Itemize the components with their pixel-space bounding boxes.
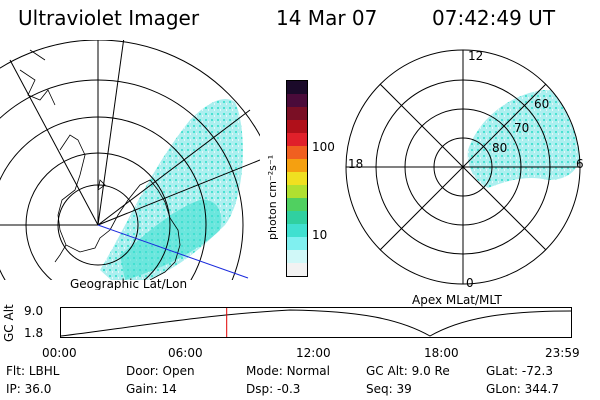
mag-panel-caption: Apex MLat/MLT bbox=[412, 293, 502, 307]
colorbar-swatch bbox=[287, 81, 307, 94]
geo-panel-caption: Geographic Lat/Lon bbox=[70, 277, 187, 290]
date-label: 14 Mar 07 bbox=[276, 6, 378, 30]
colorbar-swatch bbox=[287, 250, 307, 263]
longitude-grid bbox=[0, 40, 260, 226]
mlat-label-80: 80 bbox=[492, 141, 507, 155]
mlat-label-60: 60 bbox=[534, 97, 549, 111]
colorbar-swatch bbox=[287, 263, 307, 276]
status-dsp: Dsp: -0.3 bbox=[246, 382, 301, 396]
timeline-x-tick-0: 00:00 bbox=[42, 346, 77, 360]
altitude-curve bbox=[60, 309, 572, 337]
mlt-label-6: 6 bbox=[576, 157, 584, 171]
status-door: Door: Open bbox=[126, 364, 195, 378]
colorbar-unit-label: photon cm⁻²s⁻¹ bbox=[266, 154, 279, 240]
magnetic-polar-panel: 12 18 6 0 60 70 80 bbox=[345, 49, 584, 290]
status-seq: Seq: 39 bbox=[366, 382, 412, 396]
colorbar-swatch bbox=[287, 185, 307, 198]
time-label: 07:42:49 UT bbox=[432, 6, 556, 30]
colorbar-swatch bbox=[287, 133, 307, 146]
status-gc-alt: GC Alt: 9.0 Re bbox=[366, 364, 450, 378]
colorbar-swatch bbox=[287, 107, 307, 120]
colorbar-swatch bbox=[287, 120, 307, 133]
colorbar-swatch bbox=[287, 211, 307, 224]
timeline-x-tick-4: 23:59 bbox=[545, 346, 580, 360]
timeline-x-tick-1: 06:00 bbox=[168, 346, 203, 360]
altitude-timeline bbox=[60, 307, 572, 338]
geographic-map-panel: Geographic Lat/Lon bbox=[0, 40, 260, 290]
colorbar-tick-100: 100 bbox=[312, 140, 335, 154]
colorbar-swatch bbox=[287, 146, 307, 159]
colorbar-swatch bbox=[287, 237, 307, 250]
coastline bbox=[54, 134, 181, 280]
status-mode: Mode: Normal bbox=[246, 364, 330, 378]
satellite-ground-track bbox=[97, 224, 249, 279]
colorbar bbox=[286, 80, 308, 277]
status-glat: GLat: -72.3 bbox=[486, 364, 553, 378]
mlt-label-18: 18 bbox=[348, 157, 363, 171]
colorbar-swatch bbox=[287, 224, 307, 237]
mlat-label-70: 70 bbox=[514, 121, 529, 135]
status-gain: Gain: 14 bbox=[126, 382, 177, 396]
timeline-y-label: GC Alt bbox=[2, 304, 16, 342]
timeline-y-tick-top: 9.0 bbox=[24, 304, 44, 318]
status-glon: GLon: 344.7 bbox=[486, 382, 559, 396]
timeline-x-tick-3: 18:00 bbox=[424, 346, 459, 360]
status-ip: IP: 36.0 bbox=[6, 382, 52, 396]
colorbar-swatch bbox=[287, 159, 307, 172]
mlt-label-12: 12 bbox=[468, 49, 483, 63]
status-flt: Flt: LBHL bbox=[6, 364, 60, 378]
timeline-x-tick-2: 12:00 bbox=[296, 346, 331, 360]
colorbar-swatch bbox=[287, 94, 307, 107]
timeline-y-tick-bottom: 1.8 bbox=[24, 326, 44, 340]
instrument-title: Ultraviolet Imager bbox=[18, 6, 200, 30]
colorbar-swatch bbox=[287, 198, 307, 211]
mlat-grid bbox=[345, 49, 581, 285]
mlt-label-0: 0 bbox=[466, 276, 474, 290]
colorbar-swatch bbox=[287, 172, 307, 185]
colorbar-tick-10: 10 bbox=[312, 228, 328, 242]
aurora-emission-mag bbox=[467, 90, 580, 188]
